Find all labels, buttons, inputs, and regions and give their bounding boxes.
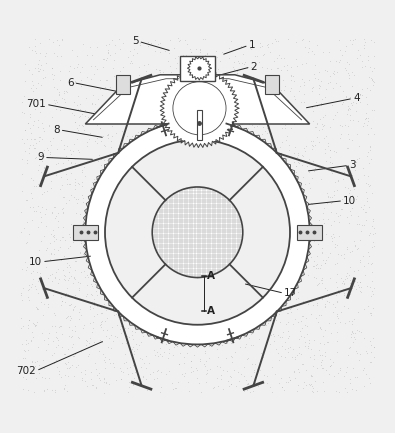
Text: 5: 5 xyxy=(132,36,139,46)
Text: 701: 701 xyxy=(26,99,46,109)
Circle shape xyxy=(190,59,209,78)
Text: A: A xyxy=(207,306,215,316)
Text: 17: 17 xyxy=(284,288,297,298)
Text: 6: 6 xyxy=(67,78,73,87)
Text: 9: 9 xyxy=(38,152,44,162)
Circle shape xyxy=(164,73,235,144)
Polygon shape xyxy=(73,225,98,240)
Circle shape xyxy=(152,187,243,278)
Bar xyxy=(116,75,130,94)
Text: 10: 10 xyxy=(29,257,42,267)
Text: 10: 10 xyxy=(343,196,356,206)
Text: 702: 702 xyxy=(16,366,36,376)
Bar xyxy=(265,75,279,94)
Text: 4: 4 xyxy=(353,94,359,103)
Text: 8: 8 xyxy=(53,125,60,135)
Polygon shape xyxy=(297,225,322,240)
Text: A: A xyxy=(207,271,215,281)
Bar xyxy=(180,56,215,81)
Text: 3: 3 xyxy=(349,160,356,170)
Text: 2: 2 xyxy=(251,62,257,72)
Circle shape xyxy=(105,140,290,325)
Bar xyxy=(197,110,202,140)
Polygon shape xyxy=(85,75,310,124)
Text: 1: 1 xyxy=(249,40,255,50)
Circle shape xyxy=(85,120,310,344)
